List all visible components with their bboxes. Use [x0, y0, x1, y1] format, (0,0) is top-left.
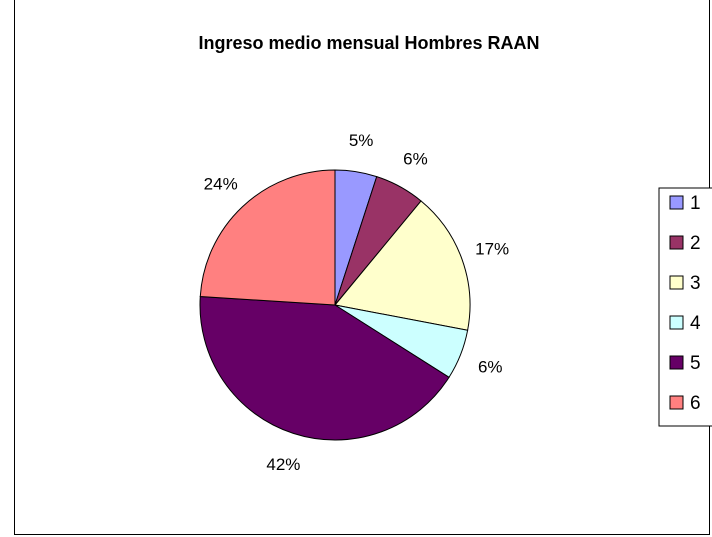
legend-label-1: 1: [690, 193, 701, 214]
chart-title: Ingreso medio mensual Hombres RAAN: [198, 33, 539, 53]
legend-swatch-1: [669, 195, 684, 210]
pie-slice-5: [199, 295, 450, 441]
pie-label-2: 6%: [403, 150, 428, 169]
pie-slice-6: [199, 169, 336, 306]
pie-labels: 5% 6% 17% 6% 42% 24%: [204, 131, 509, 474]
pie-label-1: 5%: [349, 131, 374, 150]
pie-label-4: 6%: [478, 357, 503, 376]
legend-box: [658, 187, 712, 427]
legend-label-5: 5: [690, 353, 701, 374]
legend-swatch-3: [669, 275, 684, 290]
pie-label-5: 42%: [266, 455, 300, 474]
legend-swatch-6: [669, 395, 684, 410]
legend: 1 2 3 4 5 6: [658, 187, 712, 427]
pie-label-3: 17%: [475, 239, 509, 258]
legend-swatch-5: [669, 355, 684, 370]
legend-label-4: 4: [690, 313, 701, 334]
pie-slice-3: [334, 200, 471, 331]
legend-swatch-4: [669, 315, 684, 330]
legend-label-3: 3: [690, 273, 701, 294]
pie-slices: [199, 169, 471, 441]
legend-swatch-2: [669, 235, 684, 250]
legend-label-6: 6: [690, 393, 701, 414]
pie-label-6: 24%: [204, 174, 238, 193]
legend-label-2: 2: [690, 233, 701, 254]
